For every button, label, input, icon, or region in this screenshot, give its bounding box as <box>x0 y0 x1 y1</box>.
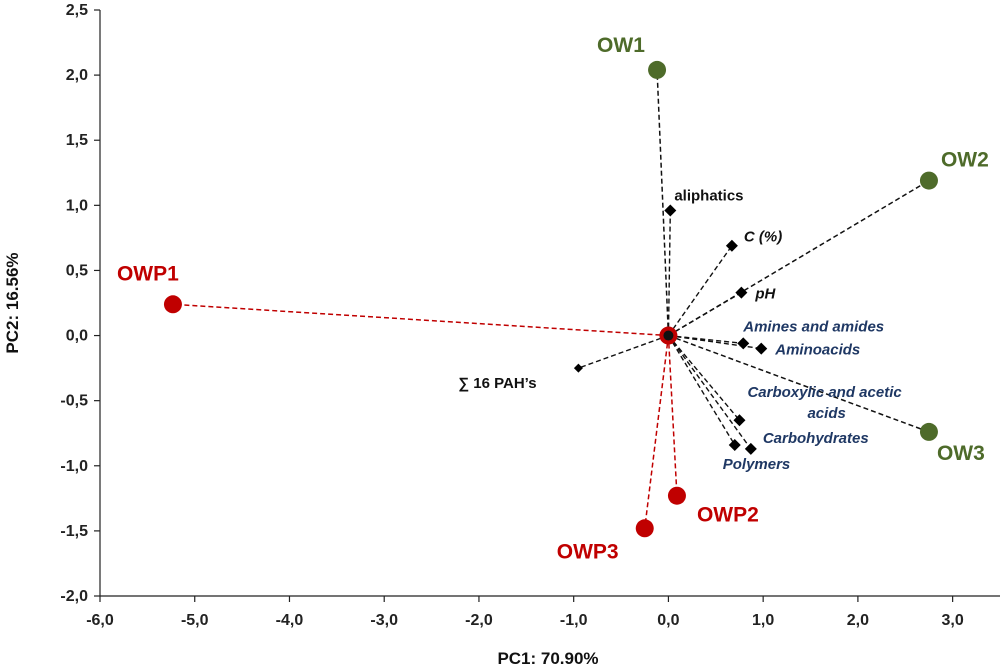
variable-marker-ph <box>735 286 748 299</box>
point-ow2 <box>919 171 938 190</box>
point-owp2 <box>667 486 686 505</box>
y-tick-label: 1,0 <box>66 197 88 214</box>
label-owp1: OWP1 <box>117 262 179 285</box>
variable-label-ph: pH <box>754 286 776 303</box>
x-tick-label: -2,0 <box>465 612 493 629</box>
label-owp2: OWP2 <box>697 504 759 527</box>
loading-line-ow1 <box>656 69 670 336</box>
variable-marker-aminoacids <box>755 342 768 355</box>
y-axis-title: PC2: 16.56% <box>3 252 22 353</box>
x-axis-title: PC1: 70.90% <box>497 649 598 668</box>
y-tick-label: 0,5 <box>66 262 88 279</box>
point-ow3 <box>919 422 938 441</box>
loading-line-owp2 <box>667 335 678 496</box>
loading-line-owp1 <box>172 303 669 337</box>
x-tick-label: -6,0 <box>86 612 114 629</box>
x-tick-label: 1,0 <box>752 612 774 629</box>
x-tick-label: -4,0 <box>276 612 304 629</box>
x-tick-label: 0,0 <box>657 612 679 629</box>
variable-label-polymers: Polymers <box>723 456 791 473</box>
x-tick-label: -1,0 <box>560 612 588 629</box>
loading-lines <box>172 69 930 529</box>
loading-line-carboxylic-and-acetic <box>667 335 741 421</box>
variable-marker-c <box>725 239 738 252</box>
point-ow1 <box>648 60 667 79</box>
point-labels: OW1 OW2 OW3 OWP1 OWP2 OWP3 aliphatics C (%) pH Am… <box>117 34 989 563</box>
variable-marker-aliphatics <box>664 204 677 217</box>
loading-line-c <box>667 245 733 336</box>
variable-label-aliphatics: aliphatics <box>674 188 743 205</box>
origin-marker-center <box>663 330 674 341</box>
variable-label-carboxylic-and-acetic-line2: acids <box>807 405 845 422</box>
loading-line-carbohydrates <box>667 335 752 450</box>
variable-marker-polymers <box>728 438 741 451</box>
data-points <box>163 60 938 538</box>
loading-line-polymers <box>667 335 736 446</box>
variable-label-amines-and-amides: Amines and amides <box>742 318 884 335</box>
x-tick-label: 2,0 <box>847 612 869 629</box>
label-owp3: OWP3 <box>557 540 619 563</box>
variable-marker-carbohydrates <box>744 442 757 455</box>
variable-marker-amines-and-amides <box>737 337 750 350</box>
y-tick-label: -1,0 <box>60 458 88 475</box>
variable-label-aminoacids: Aminoacids <box>774 342 860 359</box>
loading-line-16-pah-s <box>578 334 669 369</box>
loading-line-aliphatics <box>667 210 672 336</box>
x-tick-label: 3,0 <box>942 612 964 629</box>
x-tick-label: -5,0 <box>181 612 209 629</box>
y-tick-label: 0,0 <box>66 328 88 345</box>
loading-line-ph <box>668 291 742 337</box>
x-tick-label: -3,0 <box>370 612 398 629</box>
y-tick-label: 2,5 <box>66 2 88 19</box>
label-ow1: OW1 <box>597 34 645 57</box>
y-tick-label: -1,5 <box>60 523 88 540</box>
axes: -2,0 -1,5 -1,0 -0,5 0,0 0,5 1,0 1,5 2,0 2,5 -6,0 -5… <box>60 2 1000 629</box>
label-ow2: OW2 <box>941 149 989 172</box>
label-ow3: OW3 <box>937 442 985 465</box>
y-tick-label: -2,0 <box>60 588 88 605</box>
variable-marker-carboxylic-and-acetic <box>733 414 746 427</box>
point-owp3 <box>635 519 654 538</box>
y-tick-label: 2,0 <box>66 67 88 84</box>
loading-line-ow3 <box>668 334 930 433</box>
variable-label-16-pah-s: ∑ 16 PAH’s <box>458 375 536 392</box>
variable-label-c: C (%) <box>744 229 782 246</box>
y-tick-label: -0,5 <box>60 393 88 410</box>
point-owp1 <box>163 295 182 314</box>
variable-marker-16-pah-s <box>573 363 583 373</box>
variable-label-carboxylic-and-acetic: Carboxylic and acetic <box>747 384 902 401</box>
loading-line-owp3 <box>643 335 670 529</box>
variable-label-carbohydrates: Carbohydrates <box>763 430 869 447</box>
y-tick-label: 1,5 <box>66 132 88 149</box>
